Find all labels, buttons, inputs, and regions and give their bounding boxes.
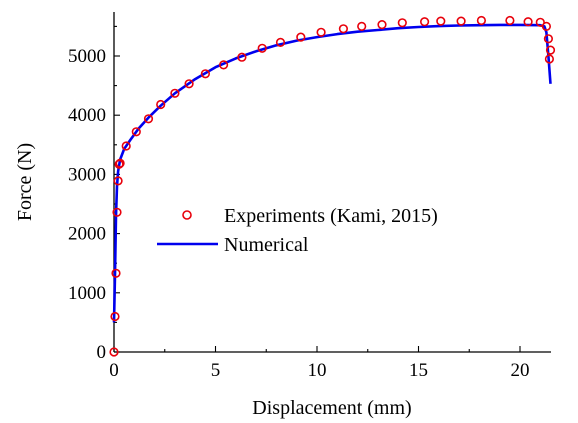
experiment-data-point <box>112 207 122 217</box>
x-tick-label: 0 <box>109 360 119 381</box>
series-line-numerical <box>112 23 552 323</box>
experiment-data-point <box>316 27 326 37</box>
experiment-data-point <box>237 52 247 62</box>
experiment-data-point <box>131 127 141 137</box>
series-layer <box>109 15 556 357</box>
experiment-data-point <box>436 16 446 26</box>
experiment-data-point <box>397 18 407 28</box>
legend-label-numerical: Numerical <box>224 234 309 256</box>
y-tick-label: 0 <box>97 342 107 363</box>
y-tick-label: 1000 <box>68 283 106 304</box>
experiment-data-point <box>275 37 286 48</box>
experiment-data-point <box>219 60 229 70</box>
experiment-data-point <box>110 311 120 322</box>
experiment-data-point <box>115 158 125 168</box>
experiment-data-point <box>420 17 430 27</box>
experiment-data-point <box>200 69 210 79</box>
x-tick-label: 10 <box>308 360 327 381</box>
experiment-data-point <box>377 20 387 30</box>
y-tick-label: 4000 <box>68 105 106 126</box>
experiment-data-point <box>541 21 552 32</box>
experiment-data-point <box>476 15 487 26</box>
experiment-data-point <box>109 347 119 357</box>
experiment-data-point <box>544 54 555 64</box>
experiment-data-point <box>184 79 194 89</box>
axes <box>113 12 551 353</box>
experiment-data-point <box>111 268 121 278</box>
experiment-data-point <box>257 43 267 53</box>
legend: Experiments (Kami, 2015) Numerical <box>157 205 438 256</box>
experiment-data-point <box>523 17 533 27</box>
x-ticks: 0 5 10 15 20 <box>109 346 530 381</box>
experiment-data-point <box>170 88 180 98</box>
x-tick-label: 15 <box>409 360 428 381</box>
y-tick-label: 5000 <box>68 46 106 67</box>
experiment-data-point <box>535 17 545 27</box>
y-tick-label: 2000 <box>68 224 106 245</box>
legend-label-experiments: Experiments (Kami, 2015) <box>224 205 438 227</box>
experiment-data-point <box>357 21 367 32</box>
x-axis-title: Displacement (mm) <box>252 397 411 419</box>
experiment-data-point <box>456 16 466 26</box>
y-tick-label: 3000 <box>68 164 106 185</box>
experiment-data-point <box>296 32 306 42</box>
experiment-data-point <box>121 141 131 151</box>
y-ticks: 0 1000 2000 3000 4000 5000 <box>68 25 120 363</box>
x-tick-label: 5 <box>211 360 221 381</box>
experiment-data-point <box>113 176 123 186</box>
x-tick-label: 20 <box>511 360 530 381</box>
experiment-data-point <box>543 34 554 44</box>
legend-marker-experiments <box>182 210 192 220</box>
y-axis-title: Force (N) <box>14 143 36 221</box>
experiment-data-point <box>545 45 556 55</box>
experiment-data-point <box>505 15 515 26</box>
experiment-data-point <box>338 24 349 34</box>
experiment-data-point <box>156 99 166 110</box>
experiment-data-point <box>143 114 154 124</box>
experiment-data-point <box>114 159 124 169</box>
